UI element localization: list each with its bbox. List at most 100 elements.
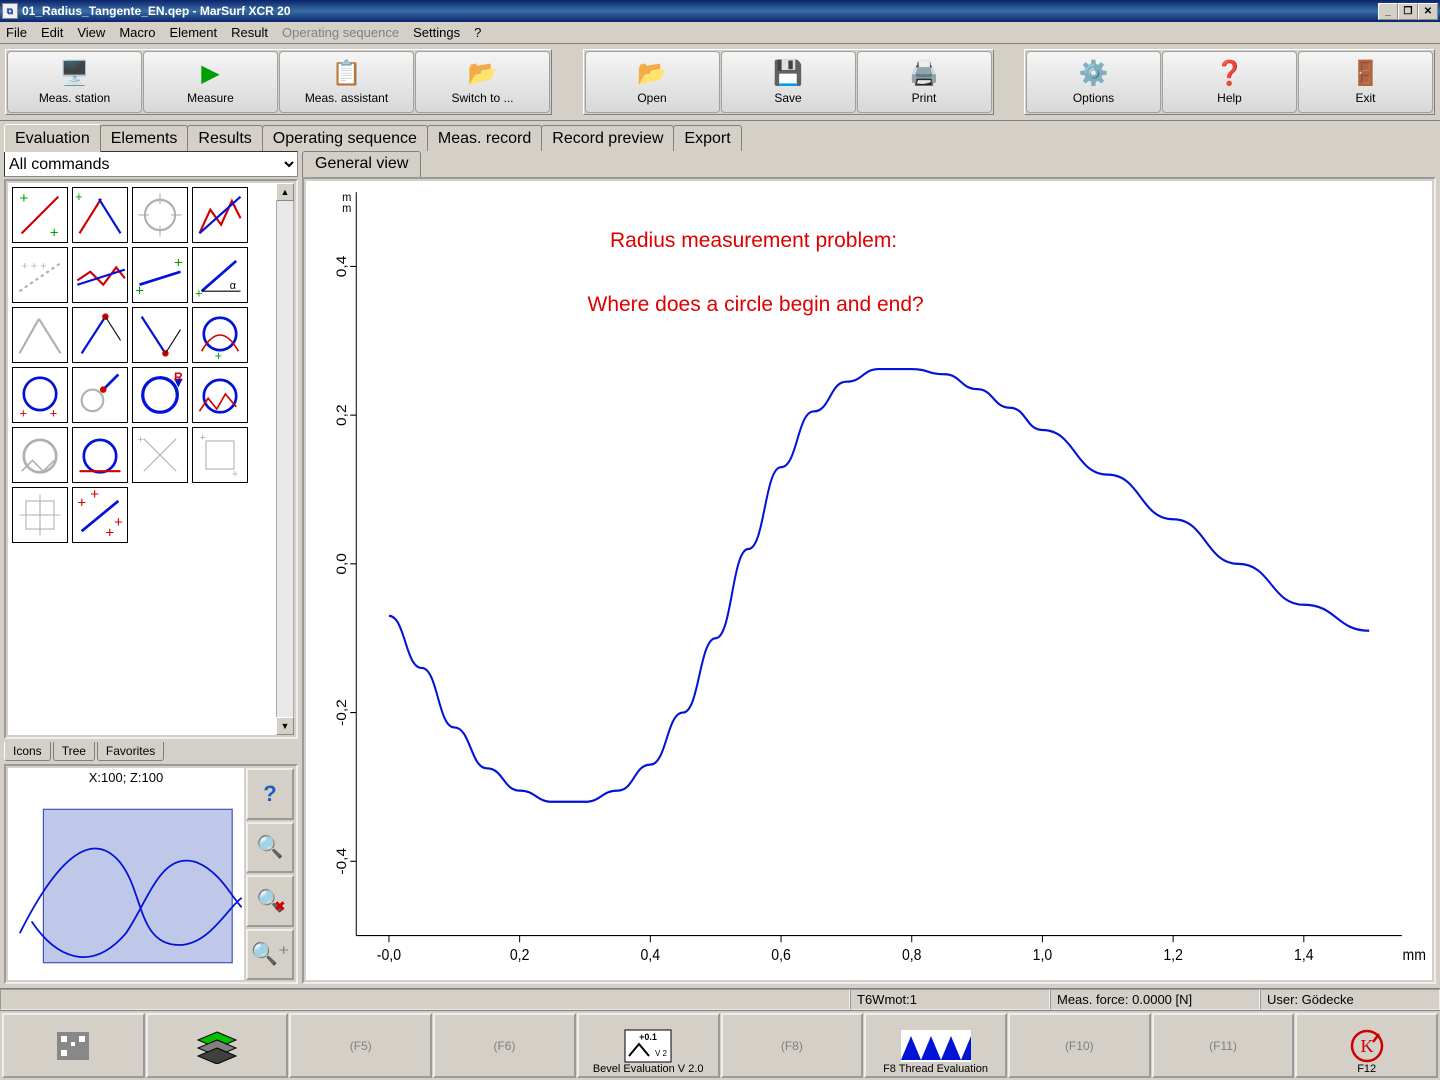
palette-icon-25[interactable]: ++ [192,427,248,483]
command-filter: All commands [4,151,298,177]
fkey-f7[interactable]: +0.1V 2Bevel Evaluation V 2.0 [577,1013,720,1078]
help-button[interactable]: ❓Help [1162,51,1297,113]
switch-to-button[interactable]: 📂Switch to ... [415,51,550,113]
preview-zoom-expand-button[interactable]: 🔍⁺ [246,929,294,981]
palette-icon-20[interactable] [192,367,248,423]
save-label: Save [774,91,801,105]
command-filter-select[interactable]: All commands [4,151,298,177]
svg-text:m: m [342,202,351,216]
meas-station-button[interactable]: 🖥️Meas. station [7,51,142,113]
svg-text:1,2: 1,2 [1163,947,1183,964]
open-label: Open [637,91,666,105]
tab-evaluation[interactable]: Evaluation [4,124,101,152]
preview-svg [8,768,244,980]
palette-icon-16[interactable]: + [192,307,248,363]
print-button[interactable]: 🖨️Print [857,51,992,113]
palette-icon-12[interactable] [12,307,68,363]
tab-export[interactable]: Export [673,125,741,151]
svg-text:+: + [195,286,203,301]
mini-tab-favorites[interactable]: Favorites [97,742,164,761]
tab-meas-record[interactable]: Meas. record [427,125,542,151]
preview-help-button[interactable]: ? [246,768,294,820]
palette-icon-13[interactable] [72,307,128,363]
palette-icon-22[interactable] [72,427,128,483]
open-button[interactable]: 📂Open [585,51,720,113]
status-bar: T6Wmot:1 Meas. force: 0.0000 [N] User: G… [0,988,1440,1010]
svg-text:0,4: 0,4 [335,256,350,278]
scroll-up-button[interactable]: ▲ [276,183,294,201]
palette-icon-27[interactable]: ++++ [72,487,128,543]
preview-row: X:100; Z:100 ? 🔍 🔍✖ 🔍⁺ [4,764,298,984]
fkey-f8[interactable]: (F8) [721,1013,864,1078]
svg-text:+: + [215,348,223,362]
palette-icon-14[interactable] [132,307,188,363]
options-button[interactable]: ⚙️Options [1026,51,1161,113]
palette-icon-17[interactable]: ++ [12,367,68,423]
fkey-f10[interactable]: (F10) [1008,1013,1151,1078]
palette-icon-18[interactable] [72,367,128,423]
chart-frame: -0,00,20,40,60,81,01,21,4mm-0,4-0,20,00,… [302,177,1436,984]
fkey-f6[interactable]: (F6) [433,1013,576,1078]
preview-zoom-reset-button[interactable]: 🔍✖ [246,875,294,927]
palette-icon-4[interactable] [192,187,248,243]
svg-text:+: + [90,488,99,503]
general-view-tab[interactable]: General view [302,151,421,177]
svg-text:0,2: 0,2 [510,947,530,964]
preview-zoom-in-button[interactable]: 🔍 [246,822,294,874]
fkey-f3[interactable] [2,1013,145,1078]
minimize-button[interactable]: _ [1378,3,1398,20]
measure-icon: ▶ [201,59,219,88]
close-button[interactable]: ✕ [1418,3,1438,20]
svg-text:K: K [1360,1036,1373,1056]
palette-icon-21[interactable] [12,427,68,483]
palette-icon-6[interactable] [72,247,128,303]
scroll-track[interactable] [276,201,294,717]
scroll-down-button[interactable]: ▼ [276,717,294,735]
measure-button[interactable]: ▶Measure [143,51,278,113]
palette-icon-1[interactable]: + [72,187,128,243]
palette-icon-24[interactable]: + [132,427,188,483]
overlay-text-1: Radius measurement problem: [610,229,897,253]
tab-elements[interactable]: Elements [100,125,189,151]
mini-tab-icons[interactable]: Icons [4,742,51,761]
tab-operating-sequence[interactable]: Operating sequence [262,125,428,151]
palette-icon-8[interactable]: ++ [132,247,188,303]
tab-record-preview[interactable]: Record preview [541,125,674,151]
menu--[interactable]: ? [474,25,481,40]
fkey-bar: (F5)(F6)+0.1V 2Bevel Evaluation V 2.0(F8… [0,1010,1440,1080]
fkey-f9[interactable]: F8 Thread Evaluation [864,1013,1007,1078]
help-icon: ❓ [1215,59,1245,88]
menu-element[interactable]: Element [169,25,217,40]
svg-text:-0,2: -0,2 [335,699,350,726]
menu-settings[interactable]: Settings [413,25,460,40]
palette-icon-5[interactable]: + + + [12,247,68,303]
menu-file[interactable]: File [6,25,27,40]
svg-text:-0,4: -0,4 [335,848,350,875]
menu-edit[interactable]: Edit [41,25,63,40]
fkey-f11[interactable]: (F11) [1152,1013,1295,1078]
svg-text:+: + [19,406,27,421]
menu-view[interactable]: View [77,25,105,40]
meas-assistant-button[interactable]: 📋Meas. assistant [279,51,414,113]
mini-tab-tree[interactable]: Tree [53,742,95,761]
window-controls: _ ❐ ✕ [1378,3,1438,20]
svg-text:V 2: V 2 [655,1049,668,1058]
palette-icon-2[interactable] [132,187,188,243]
palette-icon-9[interactable]: α+ [192,247,248,303]
save-button[interactable]: 💾Save [721,51,856,113]
exit-button[interactable]: 🚪Exit [1298,51,1433,113]
fkey-f4[interactable] [146,1013,289,1078]
palette-icon-26[interactable] [12,487,68,543]
workspace: EvaluationElementsResultsOperating seque… [0,121,1440,988]
app-icon: ⧉ [2,3,18,19]
palette-icon-0[interactable]: ++ [12,187,68,243]
svg-text:0,6: 0,6 [771,947,791,964]
fkey-f12[interactable]: KF12 [1295,1013,1438,1078]
palette-icon-19[interactable]: R [132,367,188,423]
menu-result[interactable]: Result [231,25,268,40]
menu-macro[interactable]: Macro [119,25,155,40]
maximize-button[interactable]: ❐ [1398,3,1418,20]
main-tab-bar: EvaluationElementsResultsOperating seque… [4,125,1436,151]
tab-results[interactable]: Results [187,125,262,151]
fkey-f5[interactable]: (F5) [289,1013,432,1078]
